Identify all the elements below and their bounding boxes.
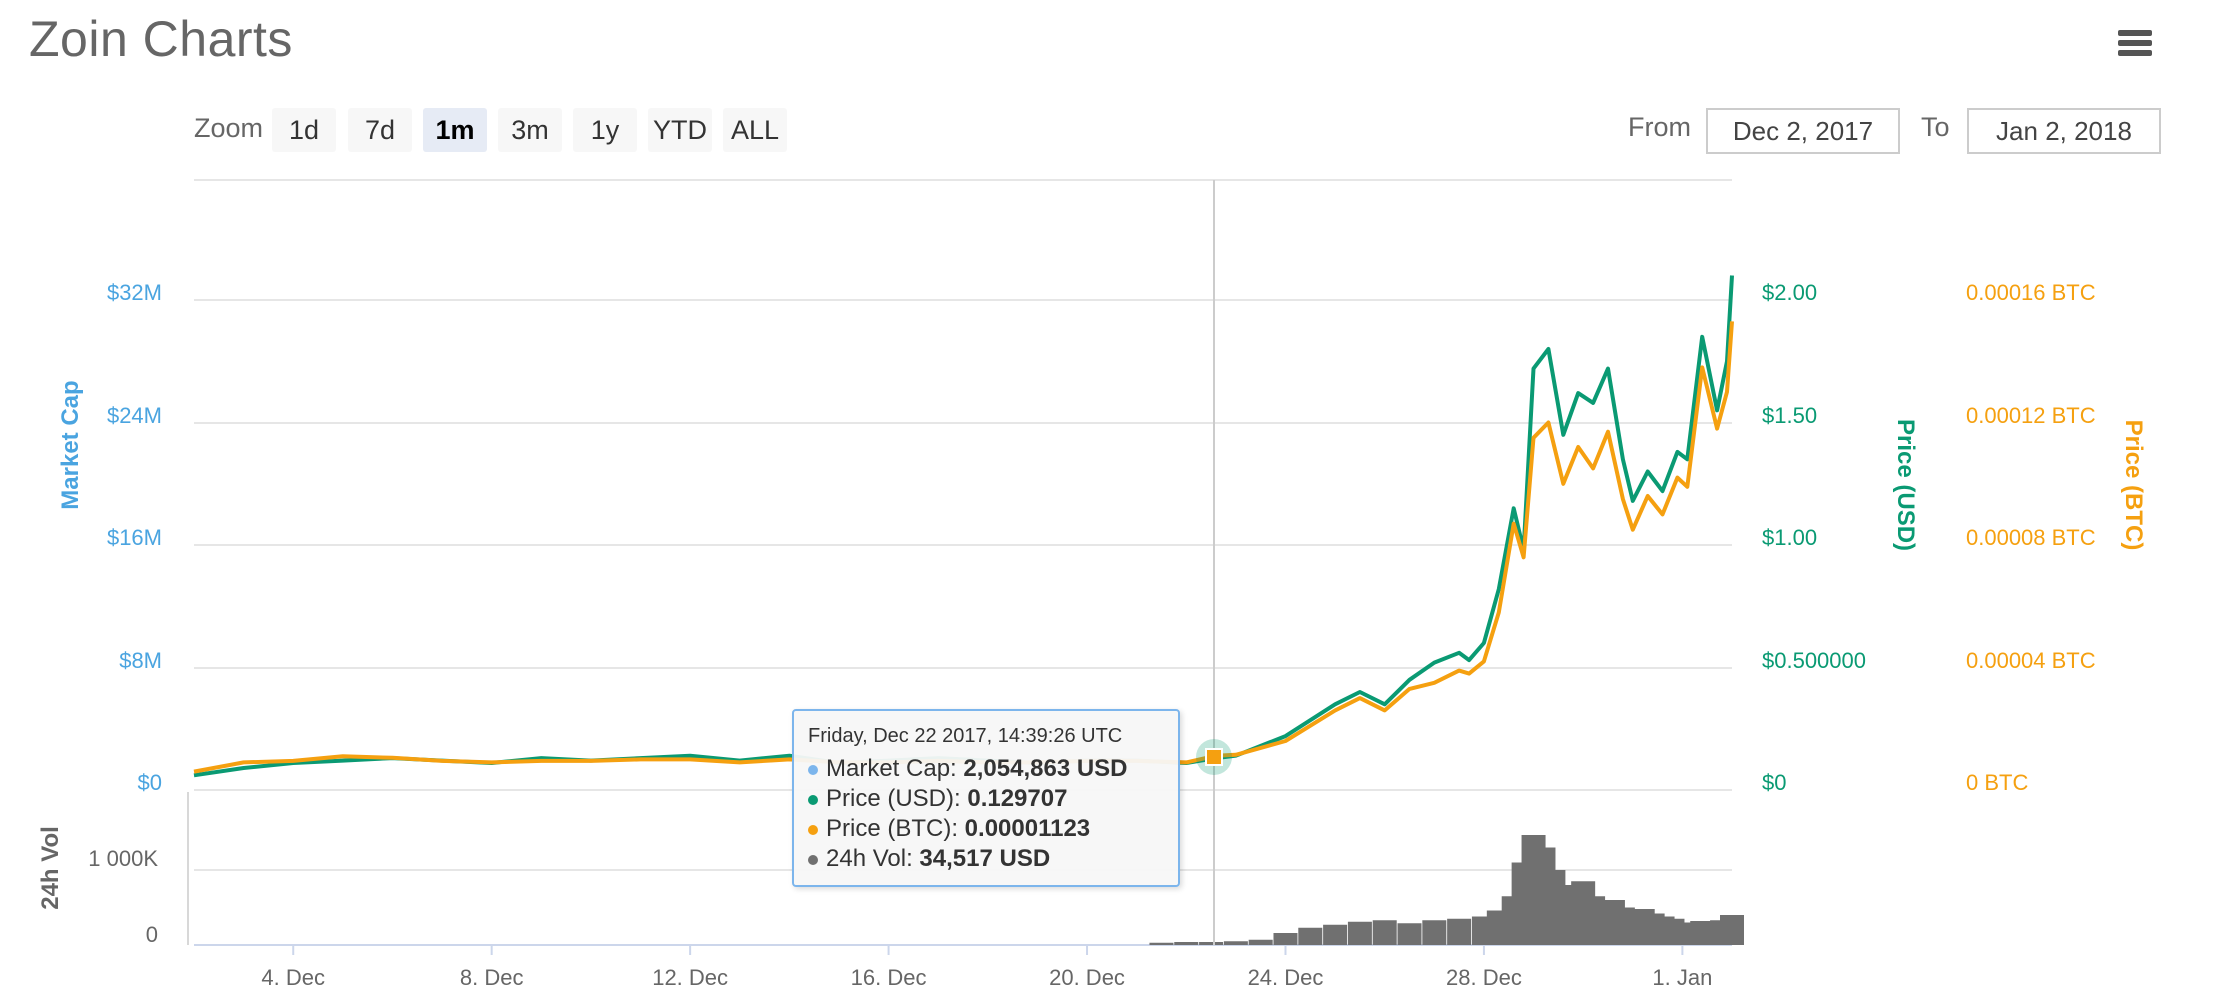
volume-bar [1149,942,1174,945]
to-label: To [1921,112,1950,142]
volume-bar [1447,918,1472,945]
price-btc-tick-label: 0.00008 BTC [1966,525,2096,550]
x-tick-label: 28. Dec [1446,965,1522,989]
volume-bar [1720,915,1744,945]
hamburger-menu-icon[interactable] [2114,26,2160,60]
price-btc-tick-label: 0 BTC [1966,770,2028,795]
volume-bar [1347,921,1372,945]
volume-bar [1323,924,1348,945]
zoom-ytd-button[interactable]: YTD [648,108,712,152]
x-tick-label: 24. Dec [1248,965,1324,989]
x-tick-label: 4. Dec [261,965,325,989]
market-cap-dot-icon [808,764,818,775]
volume-bars [1149,835,1744,945]
price-btc-tick-label: 0.00004 BTC [1966,648,2096,673]
tooltip-value: 34,517 USD [919,845,1051,872]
x-tick-label: 16. Dec [851,965,927,989]
chart-tooltip: Friday, Dec 22 2017, 14:39:26 UTC Market… [792,709,1180,887]
x-tick-label: 12. Dec [652,965,728,989]
x-tick-label: 1. Jan [1652,965,1712,989]
market-cap-tick-label: $0 [138,770,162,795]
to-date-input[interactable]: Jan 2, 2018 [1967,108,2161,154]
price-btc-axis-title: Price (BTC) [2120,420,2147,551]
x-tick-label: 8. Dec [460,965,524,989]
tooltip-row-volume: 24h Vol: 34,517 USD [808,845,1050,873]
tooltip-row-price-btc: Price (BTC): 0.00001123 [808,815,1090,843]
x-tick-label: 20. Dec [1049,965,1125,989]
zoom-1y-button[interactable]: 1y [573,108,637,152]
tooltip-value: 0.129707 [967,785,1068,812]
tooltip-row-market-cap: Market Cap: 2,054,863 USD [808,755,1128,783]
axis-labels: $0 $0 0 BTC $8M $0.500000 0.00004 BTC $16M $1.0… [37,280,2147,989]
from-date-input[interactable]: Dec 2, 2017 [1706,108,1900,154]
tooltip-label: Price (BTC): [826,815,965,842]
volume-bar [1397,923,1422,945]
tooltip-date: Friday, Dec 22 2017, 14:39:26 UTC [808,725,1123,747]
volume-bar [1273,933,1298,945]
tooltip-label: Market Cap: [826,755,964,782]
hover-marker [1205,748,1223,766]
price-btc-dot-icon [808,824,818,835]
volume-axis-title: 24h Vol [37,826,64,910]
tooltip-value: 2,054,863 USD [963,755,1128,782]
volume-tick-label: 1 000K [88,846,158,871]
price-btc-line [193,321,1734,774]
price-usd-tick-label: $1.00 [1762,525,1817,550]
volume-bar [1174,942,1199,945]
market-cap-tick-label: $8M [119,648,162,673]
market-cap-tick-label: $16M [107,525,162,550]
zoom-label: Zoom [194,113,264,143]
tooltip-value: 0.00001123 [964,815,1091,842]
price-usd-tick-label: $1.50 [1762,403,1817,428]
tooltip-label: Price (USD): [826,785,968,812]
volume-bar [1372,920,1397,945]
zoom-1d-button[interactable]: 1d [272,108,336,152]
price-usd-tick-label: $2.00 [1762,280,1817,305]
tooltip-row-price-usd: Price (USD): 0.129707 [808,785,1067,813]
price-lines [193,275,1734,778]
volume-bar [1248,939,1273,945]
market-cap-tick-label: $32M [107,280,162,305]
price-usd-tick-label: $0 [1762,770,1786,795]
volume-bar [1298,927,1323,945]
market-cap-axis-title: Market Cap [57,380,84,509]
tooltip-label: 24h Vol: [826,845,920,872]
zoom-all-button[interactable]: ALL [723,108,787,152]
zoom-3m-button[interactable]: 3m [498,108,562,152]
price-usd-tick-label: $0.500000 [1762,648,1866,673]
price-usd-axis-title: Price (USD) [1892,419,1919,551]
volume-bar [1223,941,1248,945]
volume-dot-icon [808,854,818,865]
price-btc-tick-label: 0.00012 BTC [1966,403,2096,428]
from-label: From [1628,112,1691,142]
page-title: Zoin Charts [29,11,293,67]
market-cap-tick-label: $24M [107,403,162,428]
price-usd-line [193,275,1734,778]
zoom-1m-button[interactable]: 1m [423,108,487,152]
zoom-7d-button[interactable]: 7d [348,108,412,152]
price-btc-tick-label: 0.00016 BTC [1966,280,2096,305]
volume-bar [1199,942,1224,945]
price-usd-dot-icon [808,794,818,805]
volume-bar [1422,920,1447,945]
volume-tick-label: 0 [146,922,158,947]
